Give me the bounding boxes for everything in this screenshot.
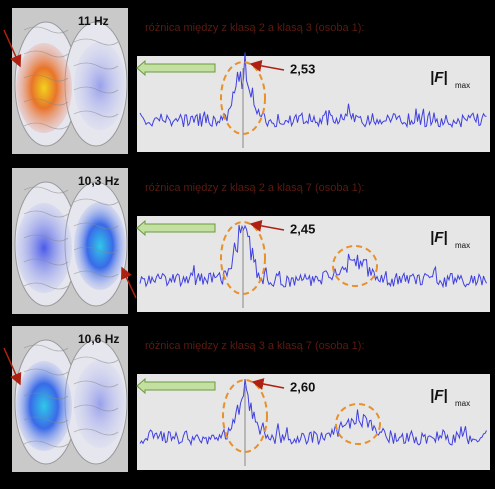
gyrus (23, 282, 69, 290)
frequency-label: 10,6 Hz (78, 332, 119, 346)
gyrus (73, 62, 119, 70)
gyrus (73, 198, 119, 206)
peak-arrow (249, 219, 285, 232)
peak-highlight (332, 245, 378, 287)
green-arrow (136, 377, 216, 395)
gyrus (23, 210, 69, 218)
gyrus (23, 344, 69, 352)
peak-value: 2,60 (290, 379, 315, 394)
gyrus (23, 186, 69, 194)
gyrus (73, 428, 119, 436)
gyrus (23, 74, 69, 82)
activation-left (16, 43, 72, 133)
panel-title: różnica między z klasą 3 a klasą 7 (osob… (145, 340, 365, 352)
activation-right (74, 360, 126, 448)
peak-arrow (251, 378, 285, 390)
fmax-label: |F| (430, 69, 448, 86)
gyrus (73, 356, 119, 364)
activation-left (16, 203, 72, 293)
peak-value: 2,45 (290, 221, 315, 236)
brain-arrow (3, 29, 22, 68)
gyrus (23, 258, 69, 266)
fmax-label: |F| (430, 229, 448, 246)
gyrus (23, 392, 69, 400)
peak-value: 2,53 (290, 61, 315, 76)
peak-highlight (220, 61, 266, 135)
gyrus (23, 440, 69, 448)
gyrus (23, 26, 69, 34)
gyrus (23, 234, 69, 242)
fmax-subscript: max (455, 81, 470, 90)
peak-highlight (222, 379, 268, 453)
gyrus (73, 270, 119, 278)
activation-right (74, 42, 126, 130)
panel-title: różnica między z klasą 2 a klasą 3 (osob… (145, 22, 365, 34)
frequency-label: 10,3 Hz (78, 174, 119, 188)
signal-trace (139, 224, 487, 289)
signal-trace (139, 52, 487, 129)
gyrus (73, 110, 119, 118)
gyrus (73, 380, 119, 388)
gyrus (23, 416, 69, 424)
brain-arrow (3, 347, 22, 386)
gyrus (23, 122, 69, 130)
gyrus (23, 98, 69, 106)
activation-right (74, 202, 126, 290)
gyrus (73, 222, 119, 230)
gyrus (23, 368, 69, 376)
fmax-label: |F| (430, 387, 448, 404)
gyrus (73, 246, 119, 254)
gyrus (73, 404, 119, 412)
signal-trace (139, 379, 487, 447)
gyrus (73, 86, 119, 94)
peak-highlight (335, 403, 381, 445)
peak-arrow (249, 59, 285, 72)
gyrus (23, 50, 69, 58)
gyrus (73, 38, 119, 46)
green-arrow (136, 219, 216, 237)
activation-left (16, 361, 72, 451)
green-arrow (136, 59, 216, 77)
panel-title: różnica między z klasą 2 a klasą 7 (osob… (145, 182, 365, 194)
peak-highlight (220, 221, 266, 295)
brain-arrow (121, 266, 137, 299)
fmax-subscript: max (455, 399, 470, 408)
frequency-label: 11 Hz (78, 14, 109, 28)
fmax-subscript: max (455, 241, 470, 250)
